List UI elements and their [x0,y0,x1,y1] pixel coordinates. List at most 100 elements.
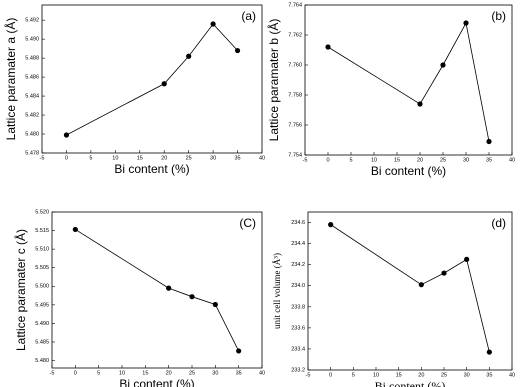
data-point [328,222,334,228]
x-tick-label: 0 [65,155,68,161]
data-point [486,349,492,355]
data-point [417,101,423,107]
x-tick-label: 0 [326,157,329,163]
y-tick-label: 7.760 [288,62,302,68]
x-tick-label: 40 [259,370,265,376]
x-tick-label: 10 [373,372,379,378]
data-line [327,21,490,142]
y-axis-label: Lattice paramater b (Å) [266,19,281,142]
data-point [189,294,195,300]
panel-label: (C) [239,216,256,230]
plot-frame [41,4,263,154]
x-tick-label: 5 [352,372,355,378]
y-tick-label: 7.756 [288,122,302,128]
y-tick-label: 7.762 [288,32,302,38]
data-line [75,229,240,352]
x-tick-label: 25 [186,155,192,161]
data-line [66,23,238,136]
x-tick-label: -5 [303,157,308,163]
y-tick-label: 233.6 [291,325,305,331]
y-tick-label: 5.480 [25,131,39,137]
x-tick-label: 15 [394,157,400,163]
x-tick-label: 20 [417,157,423,163]
y-tick-label: 5.492 [25,18,39,24]
x-tick-label: 20 [418,372,424,378]
data-point [463,20,469,26]
x-axis-label: Bi content (%) [371,164,446,178]
x-tick-label: 20 [161,155,167,161]
x-tick-label: 35 [236,370,242,376]
y-tick-label: 234.0 [291,283,305,289]
panel: -5 0 5 10 15 20 25 30 35 40 5.478 5.480 5.482 5.484 5.… [3,4,265,176]
y-tick-label: 5.505 [35,265,49,271]
y-tick-label: 233.2 [291,367,305,373]
y-tick-label: 5.510 [35,247,49,253]
x-tick-label: 40 [509,372,515,378]
x-tick-label: 15 [142,370,148,376]
panel: -5 0 5 10 15 20 25 30 35 40 7.754 7.756 7.758 7.760 7.… [266,2,515,178]
x-tick-label: 5 [349,157,352,163]
data-point [236,348,242,354]
panel-label: (b) [491,9,506,23]
y-tick-label: 7.754 [288,152,302,158]
x-tick-label: -5 [50,370,55,376]
x-tick-label: -5 [40,155,45,161]
x-axis-label: Bi content (%) [114,162,189,176]
x-tick-label: 0 [74,370,77,376]
y-tick-label: 5.478 [25,150,39,156]
x-tick-label: 25 [440,157,446,163]
data-point [441,270,447,276]
data-point [234,47,241,54]
data-point [212,301,218,308]
x-tick-label: 15 [137,155,143,161]
plot-frame [307,211,513,371]
data-point [464,256,470,262]
y-tick-label: 5.490 [25,37,39,43]
x-tick-label: 40 [509,157,515,163]
x-tick-label: 30 [463,157,469,163]
x-tick-label: 5 [89,155,92,161]
data-point [186,53,192,59]
data-point [486,138,492,145]
panel: -5 0 5 10 15 20 25 30 35 40 5.480 5.485 5.490 5.495 5.… [13,209,265,387]
x-tick-label: 35 [486,372,492,378]
x-tick-label: 40 [259,155,265,161]
data-point [63,132,70,138]
x-axis-label: Bi content (%) [119,377,194,387]
y-tick-label: 234.4 [291,241,305,247]
y-tick-label: 5.515 [35,228,49,234]
y-tick-label: 5.482 [25,113,39,119]
x-axis-label: Bi content (%) [375,379,446,387]
y-tick-label: 5.495 [35,302,49,308]
y-tick-label: 5.480 [35,358,49,364]
y-tick-label: 5.500 [35,284,49,290]
panel: -5 0 5 10 15 20 25 30 35 40 233.2 233.4 233.6 233.8 23… [272,211,515,387]
panel-label: (a) [241,9,256,23]
data-point [418,282,424,288]
x-tick-label: 35 [486,157,492,163]
y-tick-label: 7.758 [288,92,302,98]
y-tick-label: 5.488 [25,56,39,62]
y-axis-label: Lattice paramater c (Å) [13,229,28,351]
y-tick-label: 7.764 [288,2,302,8]
y-tick-label: 5.484 [25,94,39,100]
y-axis-label: Lattice paramater a (Å) [3,18,18,141]
x-tick-label: 10 [112,155,118,161]
x-tick-label: 10 [119,370,125,376]
plot-frame [51,211,263,369]
x-tick-label: 10 [371,157,377,163]
x-tick-label: 30 [210,155,216,161]
x-tick-label: 20 [166,370,172,376]
y-tick-label: 5.520 [35,209,49,215]
panel-label: (d) [491,216,506,230]
y-tick-label: 5.485 [35,339,49,345]
x-tick-label: 25 [189,370,195,376]
data-point [166,285,172,291]
data-point [440,62,446,68]
data-line [330,224,490,353]
data-point [210,21,216,27]
x-tick-label: 0 [329,372,332,378]
x-tick-label: 30 [212,370,218,376]
data-point [325,44,331,50]
